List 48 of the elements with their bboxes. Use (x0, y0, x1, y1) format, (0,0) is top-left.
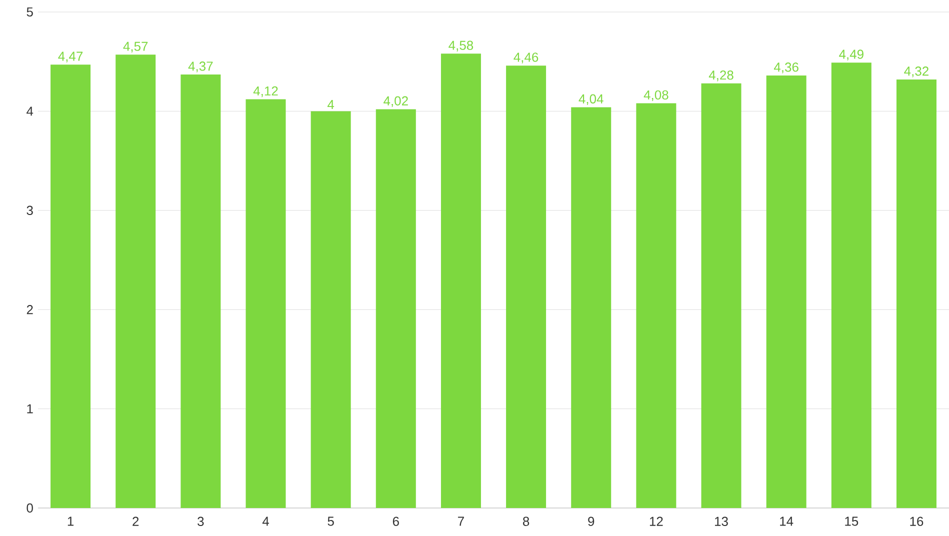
bar (310, 111, 351, 508)
data-label: 4,28 (708, 70, 734, 82)
data-label: 4,12 (253, 86, 278, 98)
data-label: 4,49 (839, 50, 864, 60)
x-tick-label: 12 (650, 516, 663, 526)
bar (896, 79, 936, 508)
x-tick-label: 7 (458, 516, 464, 526)
bar (766, 75, 806, 508)
x-tick-label: 6 (392, 516, 399, 526)
data-label: 4,47 (58, 52, 83, 62)
bar (831, 62, 872, 508)
data-label: 4,04 (578, 94, 604, 106)
bar (506, 66, 546, 508)
x-tick-label: 2 (132, 516, 139, 526)
data-label: 4,08 (644, 90, 668, 102)
y-tick-label: 4 (26, 106, 34, 116)
x-tick-label: 3 (198, 516, 204, 526)
bar (376, 109, 416, 508)
x-tick-label: 14 (780, 516, 794, 526)
x-tick-label: 5 (328, 516, 334, 526)
bar (701, 83, 742, 508)
data-label: 4,32 (904, 66, 928, 78)
x-tick-label: 13 (715, 516, 728, 526)
data-label: 4,37 (188, 62, 213, 72)
data-label: 4,58 (448, 40, 474, 52)
x-tick-label: 15 (845, 516, 858, 526)
y-tick-label: 0 (26, 503, 33, 513)
bar (571, 107, 612, 508)
x-tick-label: 1 (68, 516, 74, 526)
data-label: 4,02 (384, 96, 408, 108)
y-tick-label: 2 (26, 305, 33, 314)
bar (440, 54, 481, 508)
x-tick-label: 8 (522, 516, 530, 526)
y-tick-label: 5 (26, 7, 33, 17)
bar (246, 99, 286, 508)
bar (50, 64, 91, 508)
data-label: 4 (328, 100, 334, 109)
x-tick-label: 9 (588, 516, 594, 526)
y-tick-label: 1 (27, 404, 33, 414)
x-tick-label: 16 (910, 516, 924, 526)
x-tick-label: 4 (262, 516, 269, 526)
data-label: 4,36 (774, 62, 798, 74)
data-label: 4,46 (514, 52, 538, 64)
data-label: 4,57 (123, 42, 148, 52)
bar (180, 74, 221, 508)
bar (116, 54, 156, 508)
y-tick-label: 3 (26, 206, 33, 215)
bar (636, 103, 676, 508)
